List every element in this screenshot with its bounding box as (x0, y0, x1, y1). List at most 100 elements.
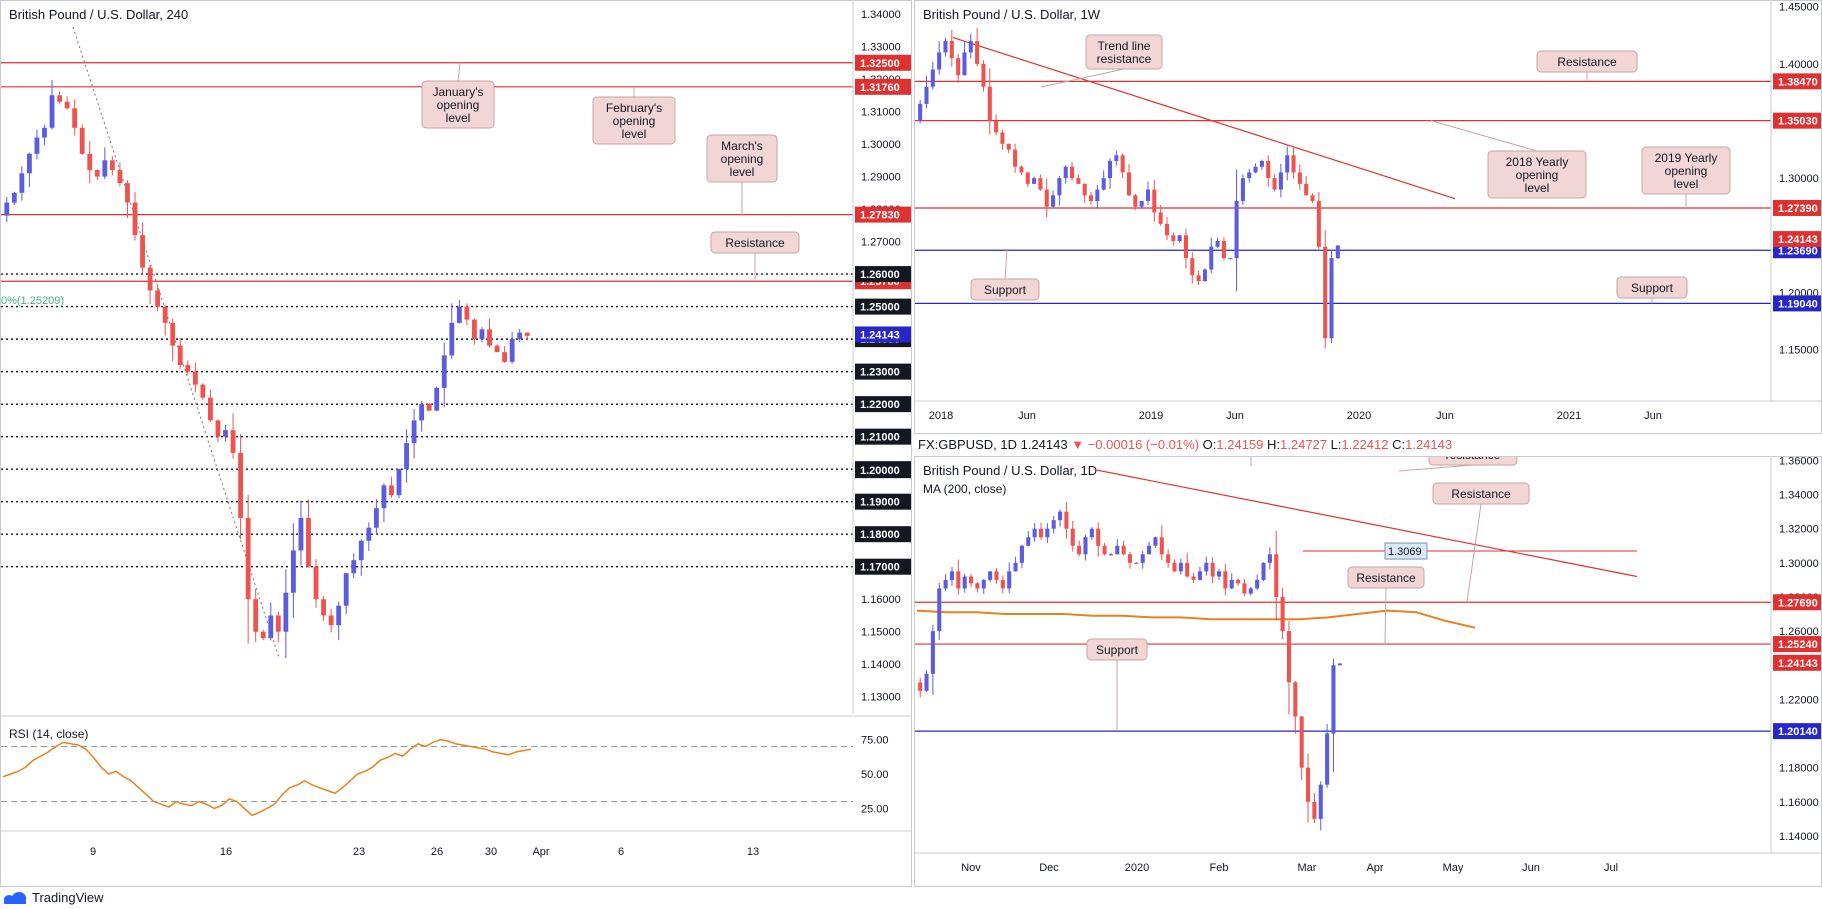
d1-candle (1026, 537, 1031, 546)
w1-callout-2018-text: level (1525, 181, 1550, 195)
h4-level-tag-bg (855, 396, 911, 413)
d1-candle (1216, 571, 1222, 577)
h4-callout-february-text: February's (606, 101, 662, 115)
high-label: H: (1267, 437, 1281, 452)
w1-candle (1247, 172, 1252, 179)
w1-level-tag: 1.38470 (1778, 76, 1818, 88)
d1-candle (1038, 528, 1044, 538)
h4-candle (328, 615, 334, 626)
h4-candle (464, 306, 470, 320)
h4-callout-resistance-text: Resistance (725, 236, 785, 250)
h4-level-tag-bg (855, 363, 911, 380)
w1-callout-2018-text: opening (1516, 168, 1559, 182)
d1-x-tick: Dec (1039, 862, 1059, 874)
w1-level-tag: 1.35030 (1778, 116, 1818, 128)
d1-candle (1089, 528, 1094, 538)
h4-callout-january-text: level (446, 111, 471, 125)
w1-candle (930, 69, 935, 87)
chart-panel-h4[interactable]: British Pound / U.S. Dollar, 240 0%(1.25… (0, 0, 912, 887)
w1-candle (1019, 166, 1024, 173)
d1-candle (918, 682, 923, 691)
chart-h4[interactable]: 0%(1.25209)1.340001.330001.320001.310001… (1, 1, 911, 886)
w1-candle (1051, 195, 1056, 207)
h4-y-tick: 1.30000 (861, 139, 901, 151)
w1-candle (1202, 269, 1207, 281)
rsi-y-tick: 50.00 (861, 769, 889, 781)
w1-candle (1145, 189, 1151, 201)
h4-level-tag-bg (855, 78, 911, 95)
d1-candle (1115, 545, 1120, 555)
w1-callout-resistance-text: Resistance (1557, 55, 1617, 69)
w1-callout-trendline-pointer (1040, 68, 1125, 88)
h4-level-tag-bg (855, 462, 911, 479)
d1-callout-qm-box (1428, 457, 1518, 466)
d1-y-tick: 1.34000 (1779, 490, 1819, 502)
w1-callout-trendline-text: Trend line (1098, 39, 1151, 53)
chart-w1[interactable]: 1.450001.400001.350001.300001.250001.200… (915, 1, 1821, 433)
d1-x-tick: May (1443, 862, 1464, 874)
w1-x-tick: 2021 (1557, 410, 1581, 422)
h4-level-tag-bg (855, 266, 911, 283)
w1-candle (1259, 161, 1264, 167)
d1-callout-support-text: Support (1096, 643, 1139, 657)
w1-candle (1089, 195, 1094, 201)
h4-level-tag: 1.20000 (860, 465, 900, 477)
w1-level-tag: 1.23690 (1778, 245, 1818, 257)
w1-candle (1095, 189, 1100, 201)
d1-candle (1185, 562, 1190, 577)
h4-candle (238, 452, 244, 518)
h4-level-tag: 1.25000 (860, 302, 900, 314)
h4-candle (396, 469, 402, 496)
d1-candle (1019, 545, 1024, 563)
w1-candle (1164, 223, 1169, 236)
h4-candle (389, 485, 394, 496)
chart-d1[interactable]: 1.360001.340001.320001.300001.280001.260… (915, 457, 1821, 886)
w1-candle (1139, 201, 1144, 207)
h4-candle (456, 306, 462, 323)
h4-candle (170, 322, 176, 346)
w1-candle (994, 121, 999, 133)
w1-callout-2018-box (1487, 150, 1587, 199)
chart-panel-w1[interactable]: British Pound / U.S. Dollar, 1W 1.45000 1… (914, 0, 1822, 434)
d1-candle (1261, 562, 1266, 580)
h4-y-tick: 1.27000 (861, 237, 901, 249)
h4-candle (268, 615, 274, 639)
d1-candle (1140, 554, 1145, 563)
last-price: 1.24143 (1020, 437, 1068, 452)
h4-candle (253, 599, 259, 632)
h4-level-tag-bg (855, 54, 911, 71)
h4-y-tick: 1.15000 (861, 627, 901, 639)
h4-candle (19, 173, 25, 193)
d1-candle (975, 583, 980, 589)
change-arrow-icon: ▼ (1071, 437, 1085, 452)
w1-candle (1038, 178, 1043, 190)
w1-candle (1044, 189, 1049, 207)
h4-candle (49, 95, 55, 128)
h4-candle (494, 345, 500, 353)
w1-candle (1335, 245, 1340, 259)
chart-panel-d1[interactable]: British Pound / U.S. Dollar, 1D MA (200,… (914, 456, 1822, 887)
h4-fib-label: 0%(1.25209) (1, 295, 64, 307)
h4-callout-march-text: opening (721, 152, 764, 166)
w1-candle (1126, 172, 1132, 196)
d1-candle (1280, 596, 1285, 632)
d1-candle (1229, 579, 1234, 589)
h4-candle (230, 430, 236, 453)
w1-y-tick: 1.40000 (1779, 59, 1819, 71)
h4-level-tag: 1.27830 (860, 210, 900, 222)
h4-callout-march-text: level (730, 165, 755, 179)
w1-y-tick: 1.45000 (1779, 2, 1819, 14)
brand-name: TradingView (32, 890, 104, 905)
h4-callout-resistance-box (710, 231, 800, 254)
d1-candle (1134, 562, 1139, 564)
d1-candle (1172, 562, 1177, 572)
d1-candle (937, 588, 942, 632)
w1-callout-support-1-text: Support (984, 283, 1027, 297)
d1-candle (1286, 631, 1291, 683)
w1-candle (1101, 178, 1106, 190)
chart-title-h4: British Pound / U.S. Dollar, 240 (9, 7, 189, 22)
d1-y-tick: 1.16000 (1779, 797, 1819, 809)
tradingview-brand[interactable]: TradingView (4, 888, 104, 908)
w1-candle (1323, 246, 1328, 339)
h4-candle (245, 517, 251, 600)
